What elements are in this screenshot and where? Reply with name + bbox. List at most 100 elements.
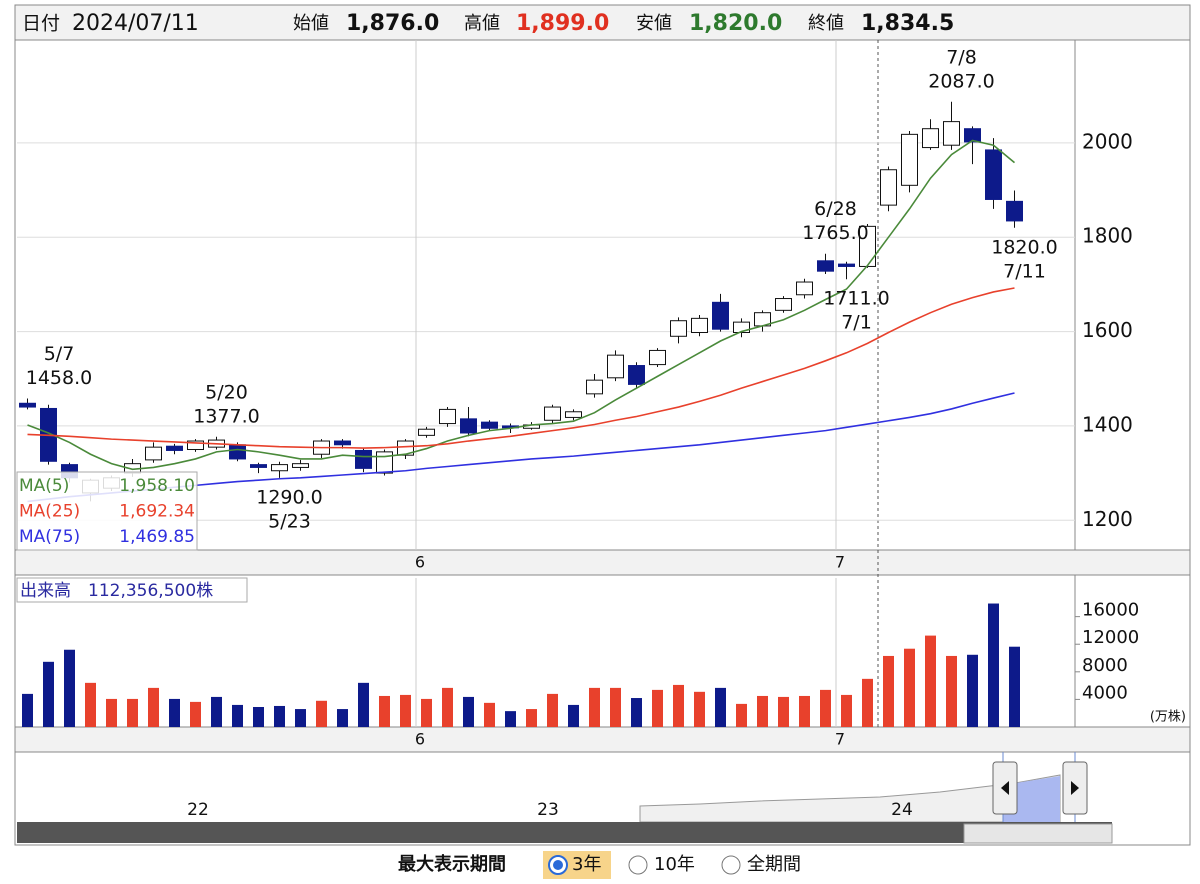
volume-bar bbox=[85, 682, 96, 727]
candle-body bbox=[922, 128, 939, 149]
candle-body bbox=[691, 317, 708, 334]
annotation-date: 7/1 bbox=[841, 312, 872, 334]
date-label: 日付 bbox=[22, 13, 60, 35]
annotation-value: 1377.0 bbox=[193, 405, 259, 427]
legend-name: MA(75) bbox=[19, 527, 80, 547]
candle-body bbox=[901, 133, 918, 186]
candle-body bbox=[397, 440, 414, 456]
candle-body bbox=[229, 444, 246, 460]
period-label: 最大表示期間 bbox=[398, 853, 506, 875]
volume-bar bbox=[820, 689, 831, 727]
volume-bar bbox=[925, 635, 936, 727]
volume-bar bbox=[715, 687, 726, 727]
legend-value: 1,692.34 bbox=[119, 502, 195, 522]
ma-line bbox=[27, 139, 1016, 471]
volume-bar bbox=[421, 698, 432, 727]
volume-bar bbox=[190, 701, 201, 727]
volume-bar bbox=[631, 698, 642, 727]
y-tick-label: 12000 bbox=[1082, 627, 1139, 648]
annotation-value: 1458.0 bbox=[26, 367, 92, 389]
volume-bar bbox=[127, 698, 138, 727]
candle-body bbox=[586, 379, 603, 395]
annotation-date: 7/8 bbox=[946, 46, 977, 68]
volume-title: 出来高 112,356,500株 bbox=[20, 581, 213, 601]
volume-bar bbox=[547, 693, 558, 727]
candle-body bbox=[544, 406, 561, 421]
navigator-thumb[interactable] bbox=[963, 823, 1113, 844]
volume-bar bbox=[904, 648, 915, 727]
candle-body bbox=[418, 428, 435, 436]
volume-bar bbox=[337, 709, 348, 727]
x-tick-label: 6 bbox=[415, 730, 425, 749]
candle-body bbox=[271, 464, 288, 472]
candle-body bbox=[607, 354, 624, 379]
date-strip bbox=[14, 549, 1191, 576]
candle-body bbox=[292, 463, 309, 468]
volume-bar bbox=[43, 661, 54, 727]
volume-bar bbox=[358, 682, 369, 727]
volume-bar bbox=[379, 695, 390, 727]
year-label: 24 bbox=[891, 800, 913, 820]
open-label: 始値 bbox=[293, 13, 329, 34]
y-tick-label: 2000 bbox=[1082, 129, 1133, 153]
period-option[interactable]: 10年 bbox=[654, 854, 695, 875]
x-tick-label: 7 bbox=[835, 730, 845, 749]
candle-body bbox=[166, 445, 183, 451]
volume-bar bbox=[883, 655, 894, 727]
period-option[interactable]: 3年 bbox=[572, 854, 601, 875]
low: 1,820.0 bbox=[689, 11, 782, 36]
volume-bar bbox=[505, 711, 516, 727]
date-strip bbox=[14, 726, 1191, 753]
high: 1,899.0 bbox=[516, 11, 609, 36]
volume-bar bbox=[274, 705, 285, 727]
x-tick-label: 6 bbox=[415, 553, 425, 572]
radio[interactable] bbox=[721, 855, 741, 875]
radio-dot bbox=[553, 860, 563, 870]
legend-name: MA(25) bbox=[19, 502, 80, 522]
volume-bar bbox=[169, 698, 180, 727]
volume-bar bbox=[400, 694, 411, 727]
candle-body bbox=[670, 320, 687, 337]
annotation-date: 5/20 bbox=[205, 381, 248, 403]
candle-body bbox=[376, 451, 393, 474]
volume-bar bbox=[946, 655, 957, 727]
candle-body bbox=[964, 128, 981, 143]
volume-bar bbox=[295, 709, 306, 727]
volume-bar bbox=[778, 696, 789, 727]
volume-bar bbox=[967, 654, 978, 727]
x-tick-label: 7 bbox=[835, 553, 845, 572]
header-bar bbox=[14, 4, 1191, 41]
handle-arrow bbox=[1001, 781, 1009, 795]
year-label: 22 bbox=[187, 800, 209, 820]
handle-arrow bbox=[1071, 781, 1079, 795]
candle-body bbox=[460, 418, 477, 434]
legend-value: 1,958.10 bbox=[119, 476, 195, 496]
close: 1,834.5 bbox=[861, 11, 954, 36]
candle-body bbox=[565, 411, 582, 418]
radio[interactable] bbox=[628, 855, 648, 875]
period-option[interactable]: 全期間 bbox=[747, 854, 801, 875]
legend-box bbox=[16, 471, 198, 551]
candle-body bbox=[943, 121, 960, 146]
candle-body bbox=[775, 298, 792, 311]
candle-body bbox=[334, 440, 351, 446]
annotation-date: 7/11 bbox=[1003, 260, 1046, 282]
ma-line bbox=[27, 287, 1015, 449]
volume-bar bbox=[484, 702, 495, 727]
y-tick-label: 1600 bbox=[1082, 318, 1133, 342]
annotation-value: 2087.0 bbox=[928, 70, 994, 92]
annotation-value: 1711.0 bbox=[823, 288, 889, 310]
y-tick-label: 1400 bbox=[1082, 412, 1133, 436]
volume-bar bbox=[862, 678, 873, 727]
candle-body bbox=[985, 149, 1002, 200]
navigator-scrollbar bbox=[17, 822, 1112, 843]
volume-bar bbox=[22, 693, 33, 727]
volume-bar bbox=[568, 704, 579, 727]
volume-bar bbox=[757, 695, 768, 727]
unit-label: (万株) bbox=[1150, 710, 1186, 725]
open: 1,876.0 bbox=[346, 11, 439, 36]
candle-body bbox=[145, 446, 162, 461]
candle-body bbox=[355, 449, 372, 469]
